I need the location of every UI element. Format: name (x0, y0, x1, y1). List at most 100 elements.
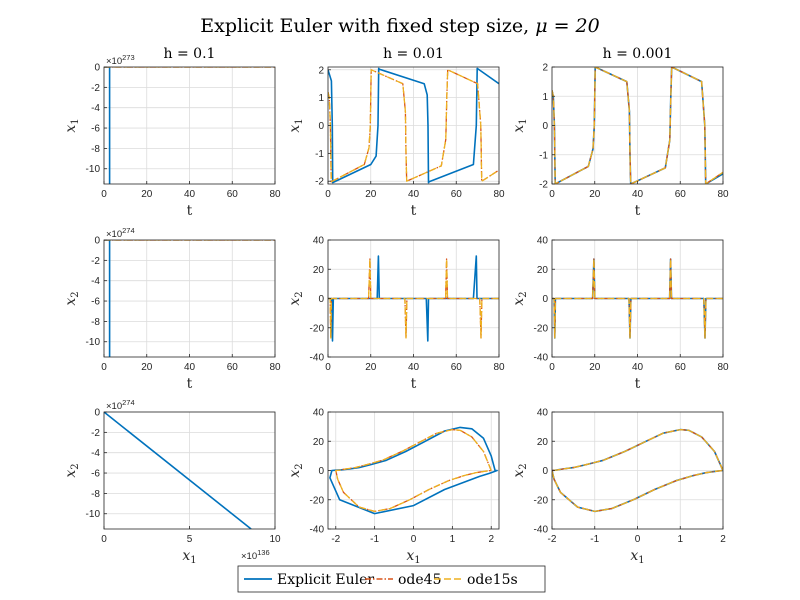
y-tick-label: -2 (91, 428, 100, 439)
y-tick-label: -8 (91, 317, 100, 328)
y-tick-label: 2 (318, 65, 324, 76)
series-group (552, 258, 723, 339)
y-tick-label: -2 (91, 83, 100, 94)
x-tick-label: 20 (141, 362, 153, 373)
x-tick-label: 80 (269, 189, 281, 200)
y-tick-label: 0 (318, 466, 324, 477)
y-tick-label: -40 (534, 353, 549, 364)
y-tick-label: 0 (542, 294, 548, 305)
series-line-0 (104, 412, 252, 529)
y-tick-label: -40 (534, 525, 549, 536)
x-tick-label: 10 (269, 534, 281, 545)
y-tick-label: -10 (86, 164, 101, 175)
y-tick-label: 0 (94, 236, 100, 247)
x-exponent-label: ×10136 (241, 548, 270, 562)
series-group (329, 426, 498, 515)
series-line-2 (335, 428, 492, 513)
y-tick-label: -4 (91, 448, 100, 459)
x-tick-label: 40 (632, 362, 644, 373)
x-tick-label: 20 (365, 189, 377, 200)
x-tick-label: 80 (717, 362, 729, 373)
series-line-0 (104, 67, 111, 184)
legend-label: ode15s (467, 572, 518, 588)
x-tick-label: 80 (493, 189, 505, 200)
x-tick-label: 60 (675, 189, 687, 200)
y-axis-label: x2 (511, 463, 529, 477)
y-tick-label: 40 (537, 236, 549, 247)
y-tick-label: -8 (91, 144, 100, 155)
x-axis-label: t (411, 203, 417, 219)
y-tick-label: 40 (313, 408, 325, 419)
y-tick-label: 40 (537, 408, 549, 419)
x-tick-label: 80 (717, 189, 729, 200)
y-tick-label: -1 (315, 149, 324, 160)
legend-label: ode45 (398, 572, 442, 588)
x-tick-label: -1 (370, 534, 379, 545)
x-axis-label: x1 (630, 548, 644, 566)
x-tick-label: 20 (365, 362, 377, 373)
x-tick-label: 80 (493, 362, 505, 373)
figure-title: Explicit Euler with fixed step size, μ =… (200, 15, 599, 37)
y-tick-label: -8 (91, 489, 100, 500)
y-axis-label: x1 (287, 118, 305, 132)
series-line-0 (329, 426, 498, 515)
x-tick-label: 1 (677, 534, 683, 545)
y-axis-label: x2 (287, 463, 305, 477)
y-tick-label: -2 (91, 256, 100, 267)
x-tick-label: 0 (411, 534, 417, 545)
y-tick-label: 20 (313, 265, 325, 276)
y-axis-label: x2 (63, 291, 81, 305)
subplot-title: h = 0.1 (164, 46, 216, 62)
series-group (552, 67, 723, 184)
y-tick-label: 0 (94, 63, 100, 74)
y-tick-label: 0 (318, 294, 324, 305)
x-tick-label: 1 (450, 534, 456, 545)
series-group (104, 240, 275, 357)
y-tick-label: -10 (86, 509, 101, 520)
series-line-0 (328, 255, 499, 342)
subplot-r0c2: 0 20 40 60 80 -2 -1 0 1 2 h = 0.001 t x1 (511, 46, 729, 219)
series-group (328, 67, 499, 184)
x-tick-label: 0 (101, 362, 107, 373)
x-tick-label: 0 (549, 189, 555, 200)
y-tick-label: -40 (310, 525, 325, 536)
x-tick-label: 40 (408, 189, 420, 200)
x-tick-label: 20 (141, 189, 153, 200)
figure-title-math: μ = 20 (535, 15, 600, 37)
y-axis-label: x1 (511, 118, 529, 132)
series-group (328, 255, 499, 342)
figure-title-text: Explicit Euler with fixed step size, (200, 15, 535, 37)
y-tick-label: 20 (537, 437, 549, 448)
y-tick-label: 0 (542, 121, 548, 132)
x-axis-label: t (411, 376, 417, 392)
y-tick-label: -6 (91, 469, 100, 480)
x-axis-label: t (635, 376, 641, 392)
y-tick-label: -1 (539, 150, 548, 161)
series-group (104, 412, 252, 529)
y-axis-label: x2 (511, 291, 529, 305)
series-line-2 (552, 67, 723, 184)
x-tick-label: 40 (184, 189, 196, 200)
x-tick-label: 5 (187, 534, 193, 545)
y-tick-label: -20 (534, 495, 549, 506)
y-tick-label: -4 (91, 103, 100, 114)
x-tick-label: 40 (408, 362, 420, 373)
y-tick-label: 1 (318, 93, 324, 104)
x-tick-label: 0 (325, 189, 331, 200)
y-tick-label: 20 (313, 437, 325, 448)
x-tick-label: -2 (331, 534, 340, 545)
y-axis-label: x2 (63, 463, 81, 477)
subplot-title: h = 0.001 (603, 46, 673, 62)
x-tick-label: 0 (101, 189, 107, 200)
subplot-r2c2: -2 -1 0 1 2 -40 -20 0 20 40 x1 x2 (511, 408, 726, 567)
x-tick-label: 0 (635, 534, 641, 545)
x-tick-label: 2 (720, 534, 726, 545)
y-tick-label: -20 (310, 323, 325, 334)
x-tick-label: 60 (675, 362, 687, 373)
y-tick-label: 40 (313, 236, 325, 247)
x-tick-label: 40 (184, 362, 196, 373)
x-tick-label: 40 (632, 189, 644, 200)
y-tick-label: 20 (537, 265, 549, 276)
subplot-r1c1: 0 20 40 60 80 -40 -20 0 20 40 t x2 (287, 236, 505, 393)
